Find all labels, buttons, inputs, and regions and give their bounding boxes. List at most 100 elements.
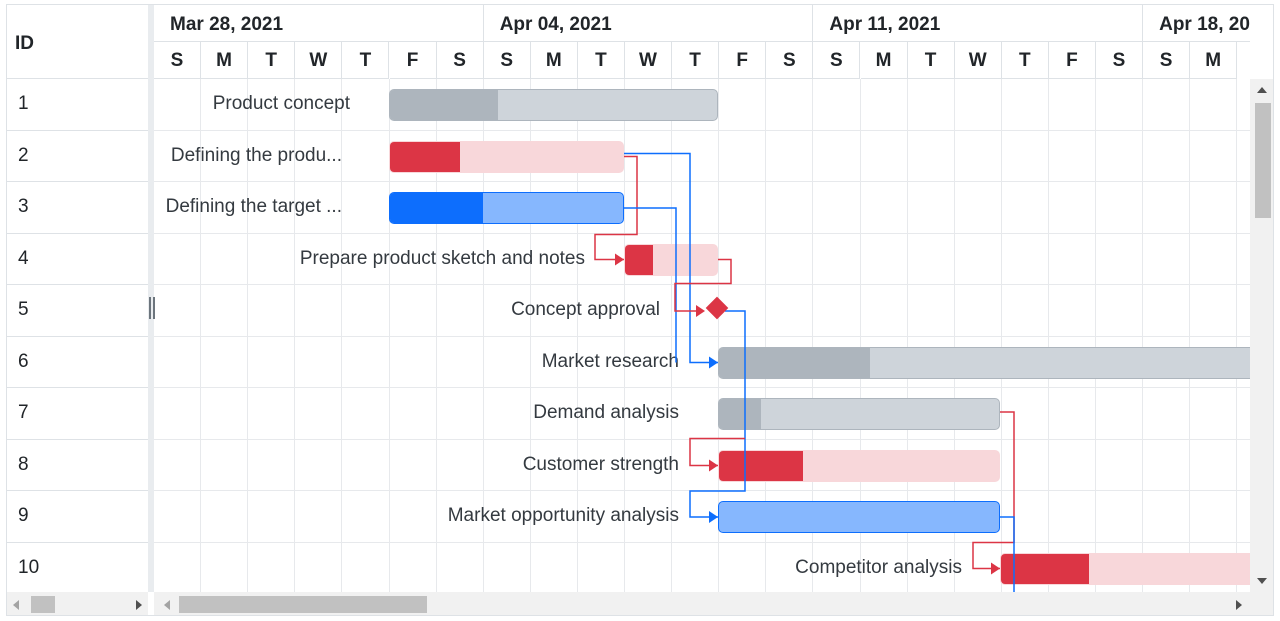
grid-header: ID [7, 5, 148, 79]
connector-arrow-icon [709, 459, 718, 472]
summary-bar[interactable] [718, 398, 1000, 430]
grid-row[interactable]: 7 [7, 388, 148, 440]
connector-arrow-icon [615, 253, 624, 266]
header-corner [1250, 5, 1273, 79]
week-label: Apr 18, 2021 [1159, 14, 1250, 35]
task-label: Product concept [212, 93, 350, 114]
progress-fill [390, 141, 460, 172]
splitter-grip-icon[interactable] [149, 297, 155, 319]
day-header-cell: T [672, 42, 720, 79]
connector-arrow-icon [709, 356, 718, 369]
scroll-right-icon[interactable] [136, 600, 142, 610]
task-bar[interactable] [718, 449, 1000, 482]
grid-row[interactable]: 2 [7, 131, 148, 182]
chart-scroll-left-icon[interactable] [164, 600, 170, 610]
scroll-left-icon[interactable] [13, 600, 19, 610]
grid-row[interactable]: 5 [7, 285, 148, 337]
chart-scroll-thumb[interactable] [179, 596, 427, 613]
grid-row[interactable]: 9 [7, 491, 148, 543]
week-header-cell: Mar 28, 2021 [154, 5, 484, 42]
day-header-cell: S [813, 42, 861, 79]
task-label: Concept approval [511, 299, 660, 320]
task-id-cell: 6 [18, 350, 29, 372]
chart-body: Product concept Defining the produ... Defi… [154, 79, 1250, 592]
day-header-cell: M [1190, 42, 1238, 79]
connector-line [1000, 516, 1015, 592]
connector-line [624, 152, 718, 364]
progress-fill [719, 347, 870, 378]
day-header-cell: T [1001, 42, 1049, 79]
day-header-cell: M [530, 42, 578, 79]
day-header-cell: F [389, 42, 437, 79]
row-gridline [154, 387, 1250, 388]
week-header-cell: Apr 11, 2021 [813, 5, 1144, 42]
timeline-pane: Mar 28, 2021 Apr 04, 2021 Apr 11, 2021 Apr … [154, 5, 1250, 592]
row-gridline [154, 129, 1250, 131]
day-header-cell: S [1096, 42, 1143, 79]
task-label: Market research [541, 350, 679, 372]
row-gridline [154, 541, 1250, 543]
chart-scroll-right-icon[interactable] [1236, 600, 1242, 610]
connector-arrow-icon [709, 511, 718, 523]
day-header-cell: S [154, 42, 201, 79]
task-id-cell: 4 [18, 247, 29, 269]
task-label: Defining the target ... [165, 196, 342, 217]
task-id-cell: 8 [18, 453, 29, 475]
day-header-cell: M [860, 42, 908, 79]
progress-fill [719, 399, 761, 429]
progress-fill [390, 90, 498, 120]
grid-row[interactable]: 8 [7, 440, 148, 491]
task-id-cell: 10 [18, 556, 40, 578]
row-gridline [154, 232, 1250, 234]
task-bar[interactable] [624, 243, 718, 276]
grid-row[interactable]: 4 [7, 234, 148, 285]
gantt-chart: ID 1 2 3 4 5 6 7 8 9 10 Mar 28, 2021 Apr 04, 2021 A… [6, 4, 1274, 616]
task-id-cell: 2 [18, 144, 29, 166]
day-header-cell: T [248, 42, 296, 79]
id-column-header[interactable]: ID [15, 33, 34, 54]
grid-row[interactable]: 1 [7, 79, 148, 131]
task-label: Competitor analysis [795, 556, 962, 578]
progress-fill [625, 244, 653, 275]
grid-row[interactable]: 10 [7, 543, 148, 593]
task-bar[interactable] [389, 140, 624, 173]
grid-scroll-thumb[interactable] [31, 596, 55, 613]
task-id-cell: 3 [18, 196, 29, 217]
day-header-cell: T [577, 42, 625, 79]
summary-bar[interactable] [389, 89, 718, 121]
scroll-up-icon[interactable] [1257, 87, 1267, 93]
connector-line [972, 411, 1015, 570]
grid-row[interactable]: 6 [7, 337, 148, 388]
dependency-connectors [594, 152, 1015, 592]
connector-line [689, 310, 746, 518]
task-label: Prepare product sketch and notes [299, 247, 585, 269]
connector-line [674, 258, 732, 312]
week-label: Apr 04, 2021 [499, 14, 612, 35]
task-label: Demand analysis [533, 402, 679, 423]
task-id-cell: 5 [18, 299, 29, 320]
connector-line [689, 437, 745, 467]
connector-line [594, 155, 638, 261]
week-label: Mar 28, 2021 [170, 14, 284, 35]
task-bar[interactable] [1000, 552, 1250, 585]
chart-horizontal-scrollbar[interactable] [154, 592, 1250, 615]
connector-line [624, 207, 677, 363]
task-bar[interactable] [389, 192, 624, 224]
week-header: Mar 28, 2021 Apr 04, 2021 Apr 11, 2021 Apr … [154, 5, 1250, 42]
day-header-cell: S [436, 42, 484, 79]
scroll-down-icon[interactable] [1257, 578, 1267, 584]
vertical-scrollbar[interactable] [1250, 79, 1273, 592]
day-header-cell: S [1143, 42, 1191, 79]
task-bar[interactable] [718, 501, 1000, 533]
grid-row[interactable]: 3 [7, 182, 148, 234]
task-id-cell: 7 [18, 402, 29, 423]
task-grid: ID 1 2 3 4 5 6 7 8 9 10 [7, 5, 148, 592]
week-header-cell: Apr 18, 2021 [1143, 5, 1250, 42]
grid-horizontal-scrollbar[interactable] [7, 592, 148, 615]
pane-splitter[interactable] [148, 5, 154, 592]
vertical-scroll-thumb[interactable] [1255, 103, 1271, 218]
progress-fill [390, 193, 484, 223]
day-header-cell: W [625, 42, 672, 79]
task-id-cell: 1 [18, 93, 29, 114]
summary-bar[interactable] [718, 346, 1250, 379]
